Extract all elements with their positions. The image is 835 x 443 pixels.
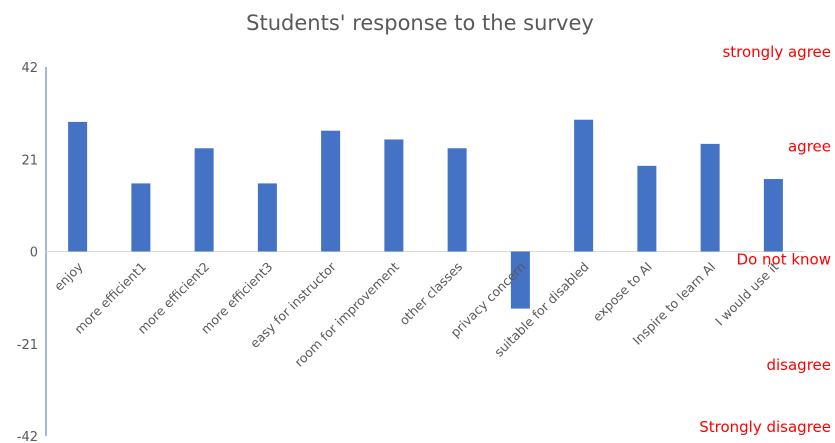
chart-title: Students' response to the survey — [246, 11, 594, 35]
y-axis-ticks: 42 21 0 -21 -42 — [17, 61, 38, 443]
y-tick-label: -42 — [17, 430, 38, 443]
category-label: expose to AI — [590, 259, 655, 324]
bar — [321, 130, 341, 252]
category-label: enjoy — [51, 259, 86, 294]
scale-annotation: Strongly disagree — [699, 418, 831, 436]
category-label: other classes — [396, 259, 465, 328]
bar — [574, 119, 594, 252]
bar — [510, 251, 530, 309]
y-tick-label: 21 — [21, 153, 38, 168]
scale-annotation: agree — [788, 137, 831, 155]
category-label: room for improvement — [291, 259, 402, 370]
scale-annotations: strongly agree agree Do not know disagree St… — [699, 43, 831, 436]
bar — [700, 143, 720, 252]
bar — [194, 148, 214, 252]
y-tick-label: 42 — [21, 61, 38, 76]
bar — [447, 148, 467, 252]
scale-annotation: disagree — [766, 356, 831, 374]
bar — [384, 139, 404, 252]
scale-annotation: strongly agree — [722, 43, 831, 61]
bar — [257, 183, 277, 252]
category-label: I would use it — [712, 259, 782, 329]
bar — [131, 183, 151, 252]
y-tick-label: 0 — [30, 246, 38, 261]
y-tick-label: -21 — [17, 338, 38, 353]
scale-annotation: Do not know — [737, 251, 831, 269]
bar — [637, 165, 657, 252]
bars — [68, 119, 783, 309]
bar — [763, 179, 783, 252]
bar — [68, 121, 88, 252]
